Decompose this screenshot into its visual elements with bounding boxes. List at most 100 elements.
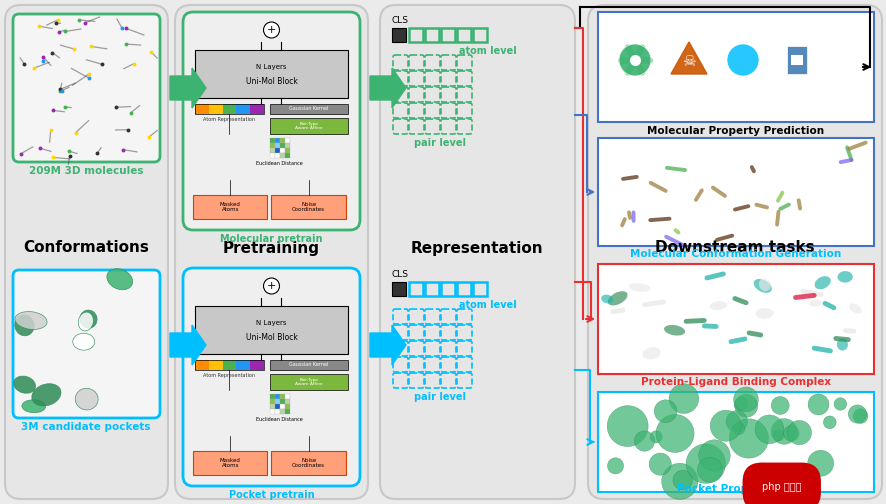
Text: Pair-Type
Aware Affine: Pair-Type Aware Affine [295, 377, 323, 386]
Ellipse shape [848, 303, 861, 313]
Ellipse shape [641, 347, 660, 359]
Bar [284, 409, 290, 414]
Bar [392, 282, 406, 296]
Bar [597, 138, 873, 246]
Bar [284, 148, 290, 153]
Ellipse shape [664, 325, 684, 336]
Ellipse shape [607, 291, 626, 305]
Bar [275, 399, 280, 404]
Circle shape [698, 440, 729, 471]
Text: Masked
Atoms: Masked Atoms [220, 458, 240, 468]
Text: CLS: CLS [392, 270, 408, 279]
Circle shape [728, 419, 767, 458]
Circle shape [733, 423, 743, 434]
Bar [440, 28, 455, 42]
Circle shape [656, 414, 694, 453]
FancyBboxPatch shape [175, 5, 368, 499]
Circle shape [710, 410, 741, 441]
Text: Gaussian Kernel: Gaussian Kernel [289, 362, 328, 367]
FancyBboxPatch shape [13, 270, 159, 418]
Text: Noise
Coordinates: Noise Coordinates [291, 202, 325, 212]
Bar [284, 404, 290, 409]
Bar [472, 28, 486, 42]
Circle shape [727, 44, 758, 76]
Ellipse shape [628, 283, 649, 292]
Bar [193, 451, 268, 475]
Ellipse shape [753, 279, 771, 293]
Bar [269, 138, 275, 143]
Text: Atom Representation: Atom Representation [203, 117, 255, 122]
Text: +: + [267, 281, 276, 291]
Bar [269, 118, 347, 134]
Bar [275, 138, 280, 143]
Bar [408, 28, 423, 42]
Ellipse shape [15, 311, 47, 330]
Ellipse shape [15, 315, 35, 336]
Circle shape [847, 405, 866, 423]
Text: 209M 3D molecules: 209M 3D molecules [28, 166, 143, 176]
FancyBboxPatch shape [5, 5, 167, 499]
Circle shape [263, 278, 279, 294]
Bar [208, 104, 222, 114]
Bar [284, 394, 290, 399]
FancyBboxPatch shape [183, 12, 360, 230]
Text: pair level: pair level [414, 392, 465, 402]
Bar [275, 409, 280, 414]
Text: Molecular Conformation Generation: Molecular Conformation Generation [630, 249, 841, 259]
Circle shape [661, 463, 697, 499]
Text: Euclidean Distance: Euclidean Distance [256, 417, 303, 422]
Ellipse shape [78, 312, 93, 331]
Text: Masked
Atoms: Masked Atoms [220, 202, 240, 212]
Circle shape [734, 398, 747, 411]
Ellipse shape [758, 278, 770, 291]
Bar [222, 104, 236, 114]
Circle shape [770, 397, 789, 414]
Text: php 中文网: php 中文网 [761, 482, 801, 492]
Circle shape [668, 384, 698, 413]
Bar [392, 28, 406, 42]
Bar [280, 404, 284, 409]
Bar [786, 46, 806, 74]
Circle shape [686, 444, 725, 483]
Circle shape [754, 415, 783, 444]
Bar [275, 143, 280, 148]
Bar [597, 392, 873, 492]
Circle shape [654, 400, 676, 422]
Circle shape [672, 470, 692, 490]
Polygon shape [170, 68, 206, 108]
Polygon shape [670, 42, 706, 74]
Bar [250, 360, 263, 370]
Text: pair level: pair level [414, 138, 465, 148]
Bar [280, 148, 284, 153]
Circle shape [633, 431, 654, 451]
FancyBboxPatch shape [183, 268, 360, 486]
Text: atom level: atom level [459, 300, 517, 310]
Text: Uni-Mol Block: Uni-Mol Block [245, 333, 297, 342]
Text: Pair-Type
Aware Affine: Pair-Type Aware Affine [295, 121, 323, 130]
Circle shape [822, 416, 835, 429]
Circle shape [833, 398, 845, 410]
Bar [408, 282, 423, 296]
Circle shape [807, 394, 828, 415]
Circle shape [607, 458, 623, 474]
Circle shape [787, 420, 811, 445]
Bar [195, 104, 208, 114]
Bar [280, 399, 284, 404]
Ellipse shape [813, 276, 830, 289]
Bar [269, 374, 347, 390]
Bar [284, 399, 290, 404]
Bar [284, 143, 290, 148]
Bar [269, 104, 347, 114]
Circle shape [807, 450, 833, 476]
Ellipse shape [32, 384, 61, 406]
Bar [195, 360, 208, 370]
Bar [280, 138, 284, 143]
Circle shape [771, 418, 797, 444]
Ellipse shape [13, 376, 35, 393]
Text: Pretraining: Pretraining [222, 240, 319, 256]
Circle shape [649, 453, 671, 475]
Bar [269, 399, 275, 404]
Bar [280, 153, 284, 158]
Bar [597, 264, 873, 374]
Text: Pocket pretrain: Pocket pretrain [229, 490, 314, 500]
